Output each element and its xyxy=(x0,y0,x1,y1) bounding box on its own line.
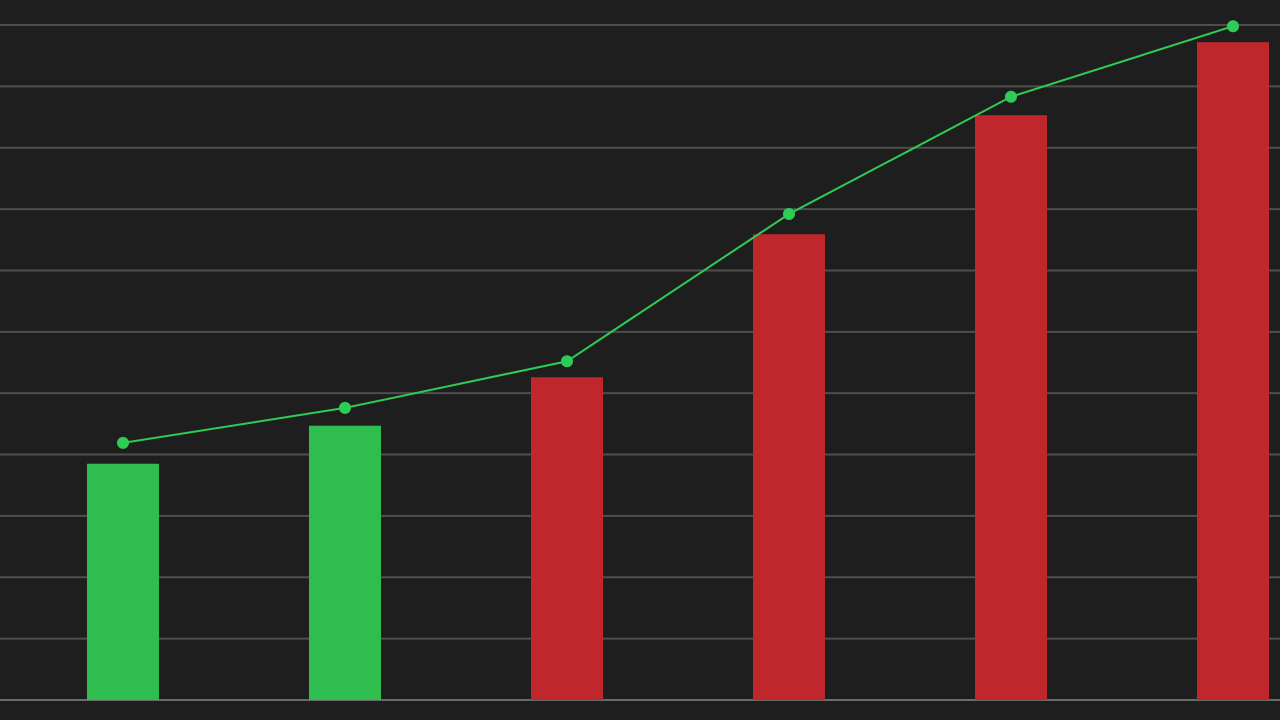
bar xyxy=(309,425,381,700)
line-point xyxy=(1227,20,1239,33)
bar xyxy=(1197,42,1269,700)
bar xyxy=(531,377,603,700)
line-point xyxy=(117,436,129,449)
bar xyxy=(87,463,159,700)
bar xyxy=(753,234,825,700)
line xyxy=(122,25,1234,444)
line-point xyxy=(1005,90,1017,103)
line-point xyxy=(783,208,795,220)
line-point xyxy=(339,401,351,414)
bar xyxy=(975,115,1047,701)
line-point xyxy=(561,355,573,368)
